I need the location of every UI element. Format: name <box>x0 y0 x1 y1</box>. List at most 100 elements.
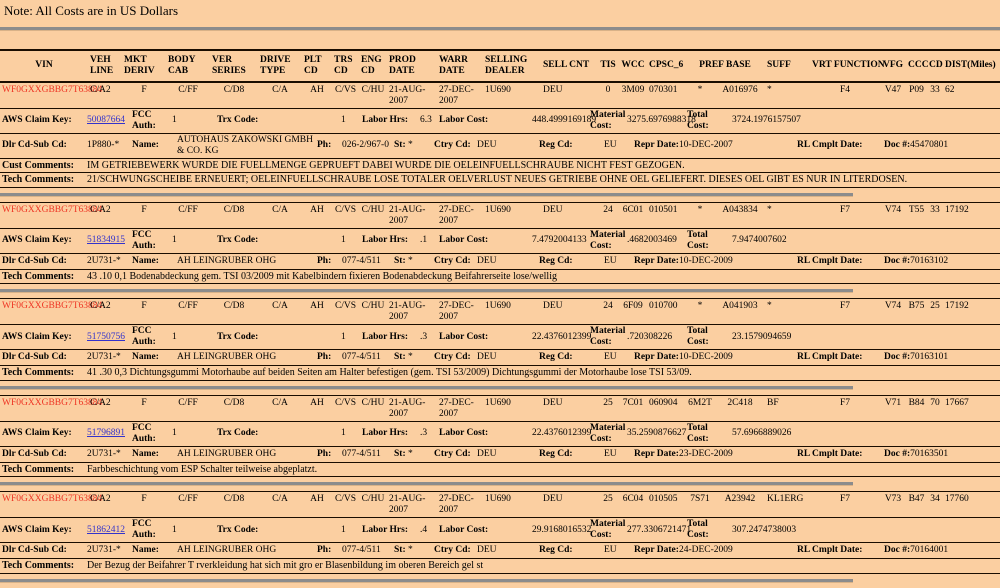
repr-date-cell: Repr Date:10-DEC-2009 <box>632 255 795 268</box>
drive-type-value: C/A <box>272 301 288 312</box>
fcc-auth-value: 1 <box>172 524 177 535</box>
warr-date-value: 27-DEC-2007 <box>439 301 474 323</box>
labor-hrs-value: .3 <box>420 331 428 342</box>
fcc-auth-value: 1 <box>172 331 177 342</box>
plt-cd-value: AH <box>310 204 324 215</box>
material-cost-value: .720308226 <box>627 331 673 342</box>
selling-dealer-value: 1U690 <box>485 494 511 505</box>
cd-value: 34 <box>930 494 940 505</box>
col-header-body-cab: BODY CAB <box>168 55 196 76</box>
vehicle-data-row: WF0GXXGBBG7T63884 C/A2 F C/FF C/D8 C/A A… <box>0 492 1000 517</box>
reg-cd-label: Reg Cd: <box>539 545 573 556</box>
sell-cnt-value: DEU <box>543 301 563 312</box>
doc-num-cell: Doc #:70164001 <box>882 544 948 557</box>
trx-code-value: 1 <box>341 115 346 126</box>
wcc-value: 7C01 <box>622 397 644 408</box>
ctry-cd-label: Ctry Cd: <box>434 545 471 556</box>
col-header-sell-cnt: SELL CNT <box>543 60 590 71</box>
repr-date-value: 23-DEC-2009 <box>678 448 733 459</box>
col-header-vrt-function: VRT FUNCTION <box>812 60 885 71</box>
aws-claim-key-label: AWS Claim Key: <box>2 428 72 439</box>
phone-label: Ph: <box>317 545 332 556</box>
vfg-value: V74 <box>884 301 902 312</box>
trx-code-label: Trx Code: <box>217 115 259 126</box>
trx-code-label: Trx Code: <box>217 428 259 439</box>
labor-hrs-label: Labor Hrs: <box>362 235 409 246</box>
total-cost-label: Total Cost: <box>687 110 709 131</box>
doc-num-label: Doc #: <box>884 255 911 266</box>
claim-cost-row: AWS Claim Key: 51834915 FCC Auth: 1 Trx … <box>0 227 1000 253</box>
pref-value: * <box>697 301 703 312</box>
vrt-function-value: F7 <box>839 494 851 505</box>
dlr-cd-sub-cd-value: 2U731-* <box>87 448 121 459</box>
dlr-row-filler <box>940 550 1000 552</box>
dist-miles-value: 17192 <box>945 204 969 215</box>
suff-value: KL1ERG <box>767 494 804 505</box>
col-header-vfg: VFG <box>882 60 904 71</box>
fcc-auth-label: FCC Auth: <box>132 110 156 131</box>
dealer-name-label: Name: <box>132 352 159 363</box>
phone-value: 077-4/511 <box>342 352 381 363</box>
col-header-ver-series: VER SERIES <box>212 55 246 76</box>
total-cost-label: Total Cost: <box>687 519 709 541</box>
vfg-value: V73 <box>884 494 902 505</box>
state-label: St: <box>394 352 406 363</box>
labor-hrs-value: .3 <box>420 428 428 439</box>
aws-claim-key-link[interactable]: 51750756 <box>87 331 125 342</box>
warr-date-value: 27-DEC-2007 <box>439 494 474 516</box>
aws-claim-key-link[interactable]: 51834915 <box>87 235 125 246</box>
labor-hrs-label: Labor Hrs: <box>362 115 409 126</box>
state-cell: St: * <box>392 544 432 557</box>
material-cost-label: Material Cost: <box>590 422 626 444</box>
dlr-row-filler <box>940 260 1000 262</box>
dlr-cd-sub-cd-label: Dlr Cd-Sub Cd: <box>2 255 67 266</box>
tis-value: 25 <box>603 397 613 408</box>
state-cell: St: * <box>392 255 432 268</box>
material-cost-value: .4682003469 <box>627 235 677 246</box>
repr-date-value: 10-DEC-2009 <box>678 352 733 363</box>
doc-num-cell: Doc #:70163102 <box>882 255 948 268</box>
reg-cd-label: Reg Cd: <box>539 140 573 151</box>
aws-claim-key-cell: 50087664 <box>85 114 130 127</box>
labor-cost-label: Labor Cost: <box>439 428 489 439</box>
dlr-cd-sub-cd-label: Dlr Cd-Sub Cd: <box>2 352 67 363</box>
col-header-vin: VIN <box>35 60 53 71</box>
aws-claim-key-link[interactable]: 51862412 <box>87 524 125 535</box>
doc-num-cell: Doc #:45470801 <box>882 139 948 152</box>
dlr-cd-sub-cd-label: Dlr Cd-Sub Cd: <box>2 140 67 151</box>
plt-cd-value: AH <box>310 301 324 312</box>
ctry-cd-label: Ctry Cd: <box>434 140 471 151</box>
base-value: A043834 <box>722 204 758 215</box>
state-cell: St: * <box>392 139 432 152</box>
dlr-row-filler <box>940 357 1000 359</box>
labor-cost-value: 22.4376012399 <box>532 428 592 439</box>
doc-num-cell: Doc #:70163101 <box>882 351 948 364</box>
dealer-name-label: Name: <box>132 255 159 266</box>
record-separator-rule <box>0 289 853 294</box>
rl-cmplt-date-label: RL Cmplt Date: <box>797 140 863 151</box>
col-header-tis: TIS <box>600 60 616 71</box>
col-header-eng-cd: ENG CD <box>361 55 382 76</box>
aws-claim-key-link[interactable]: 50087664 <box>87 115 125 126</box>
column-header-row: VIN VEH LINE MKT DERIV BODY CAB VER SERI… <box>0 48 1000 82</box>
col-header-cd: CD <box>929 60 943 71</box>
rl-cmplt-date-label: RL Cmplt Date: <box>797 352 863 363</box>
tech-comments-row: Tech Comments: Der Bezug der Beifahrer T… <box>0 558 1000 573</box>
state-cell: St: * <box>392 351 432 364</box>
cpsc-6-value: 070301 <box>649 84 678 95</box>
aws-claim-key-link[interactable]: 51796891 <box>87 428 125 439</box>
repr-date-value: 10-DEC-2009 <box>678 255 733 266</box>
labor-cost-label: Labor Cost: <box>439 115 489 126</box>
prod-date-value: 21-AUG-2007 <box>389 397 426 419</box>
warr-date-value: 27-DEC-2007 <box>439 84 474 106</box>
claim-record: WF0GXXGBBG7T63884 C/A2 F C/FF C/D8 C/A A… <box>0 394 1000 478</box>
cpsc-6-value: 010700 <box>649 301 678 312</box>
doc-num-value: 45470801 <box>910 140 949 151</box>
base-value: A23942 <box>724 494 756 505</box>
dealer-info-row: Dlr Cd-Sub Cd: 2U731-* Name: AH LEINGRUB… <box>0 252 1000 269</box>
col-header-dist-miles: DIST(Miles) <box>945 60 996 71</box>
labor-cost-value: 448.4999169189 <box>532 115 597 126</box>
total-cost-label: Total Cost: <box>687 326 709 348</box>
tech-comments-label: Tech Comments: <box>2 270 75 282</box>
labor-cost-value: 29.9168016532 <box>532 524 592 535</box>
